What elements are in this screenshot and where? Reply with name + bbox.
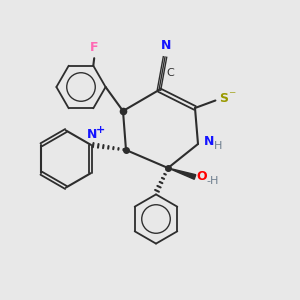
Text: N: N bbox=[87, 128, 98, 141]
Text: C: C bbox=[167, 68, 174, 78]
Text: O: O bbox=[196, 170, 207, 184]
Polygon shape bbox=[168, 168, 196, 179]
Text: +: + bbox=[96, 125, 105, 135]
Text: F: F bbox=[90, 41, 98, 54]
Text: N: N bbox=[161, 39, 172, 52]
Text: -H: -H bbox=[206, 176, 219, 186]
Text: N: N bbox=[203, 135, 214, 148]
Text: H: H bbox=[214, 141, 222, 152]
Text: ⁻: ⁻ bbox=[228, 90, 236, 104]
Text: S: S bbox=[219, 92, 228, 106]
